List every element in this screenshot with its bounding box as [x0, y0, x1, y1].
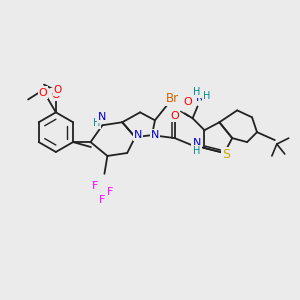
Text: F: F [99, 194, 106, 205]
Text: H: H [193, 86, 200, 97]
Text: H: H [93, 118, 100, 128]
Text: S: S [222, 148, 230, 161]
Text: H: H [203, 91, 210, 100]
Text: N: N [98, 112, 106, 122]
Text: N: N [196, 94, 205, 103]
Text: O: O [39, 88, 47, 98]
Text: N: N [134, 130, 142, 140]
Text: O: O [170, 111, 179, 121]
Text: F: F [92, 181, 99, 191]
Text: F: F [107, 187, 114, 196]
Text: N: N [151, 130, 159, 140]
Text: Br: Br [166, 92, 179, 105]
Text: O: O [183, 98, 192, 107]
Text: O: O [54, 85, 62, 95]
Text: H: H [193, 146, 200, 156]
Text: O: O [52, 89, 60, 100]
Text: N: N [192, 138, 201, 148]
